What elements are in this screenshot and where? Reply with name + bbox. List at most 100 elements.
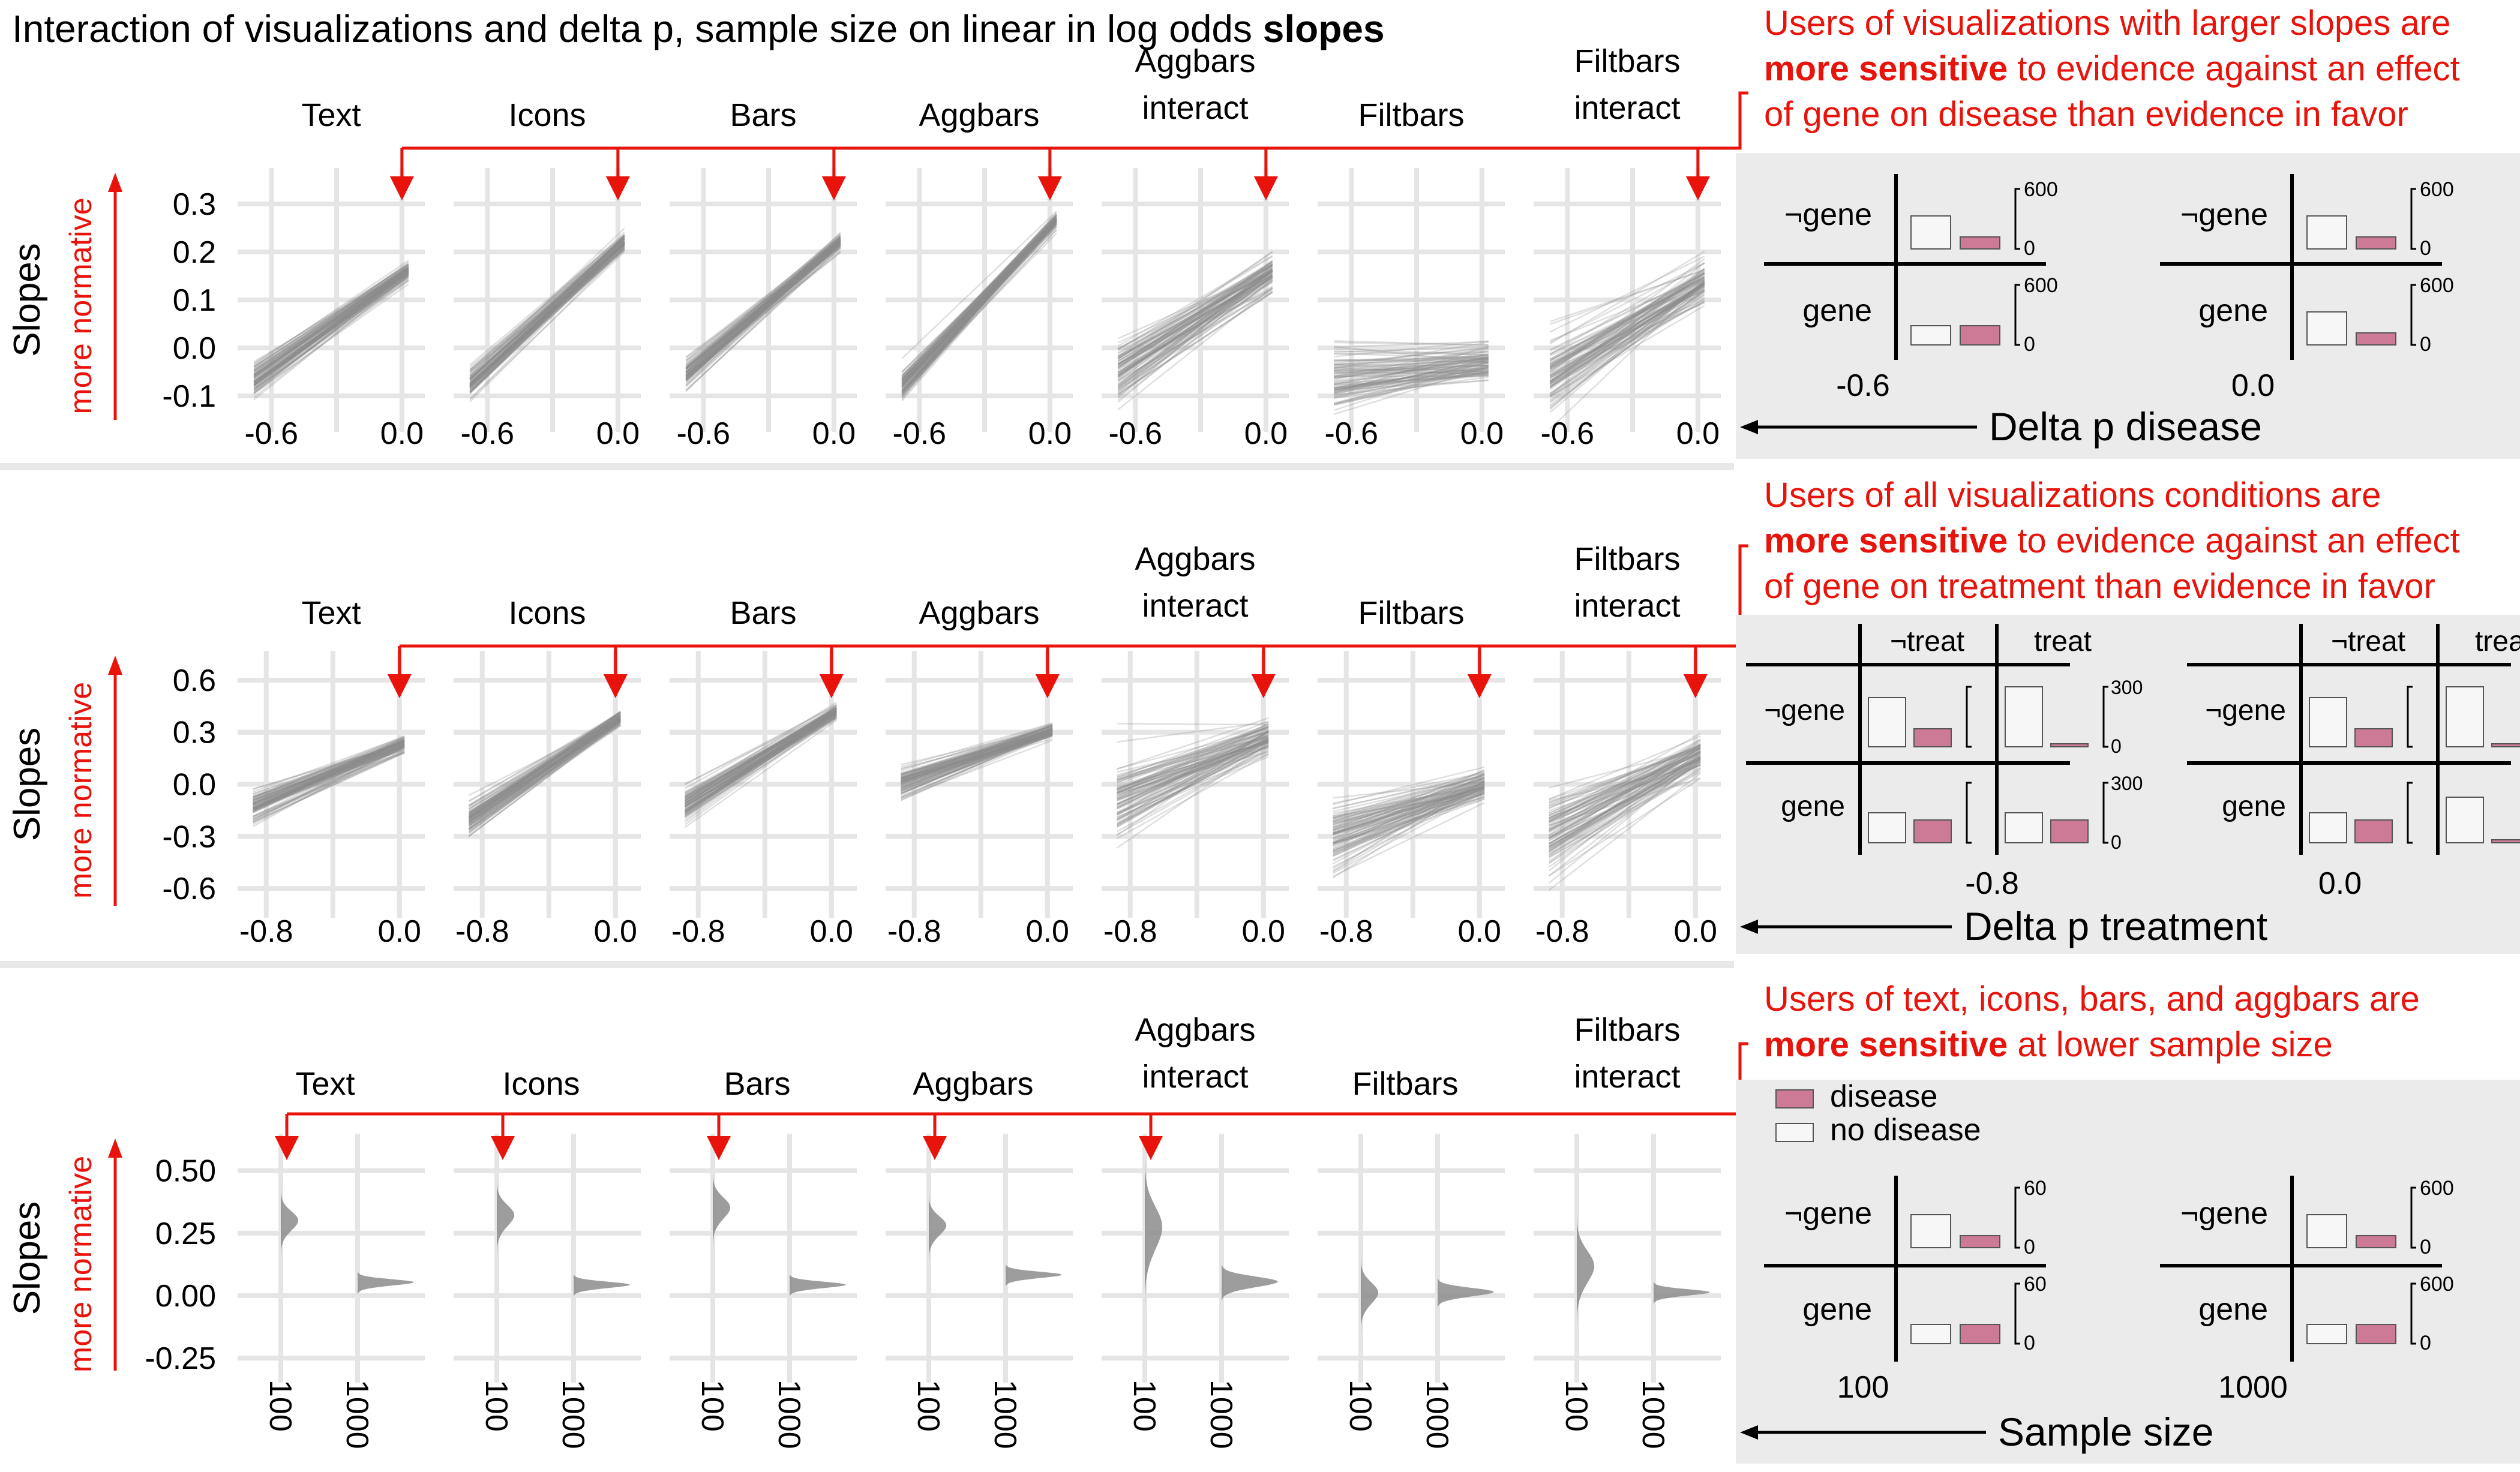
x-tick-label: 1000	[340, 1380, 374, 1449]
posterior-line	[1117, 729, 1269, 790]
posterior-line	[1117, 756, 1269, 820]
x-tick-label: 100	[1559, 1380, 1594, 1432]
posterior-line	[685, 239, 841, 378]
posterior-line	[1333, 783, 1485, 822]
posterior-line	[901, 216, 1057, 378]
posterior-line	[901, 722, 1053, 771]
posterior-line	[901, 219, 1057, 380]
posterior-line	[1549, 743, 1701, 809]
posterior-line	[685, 244, 841, 366]
posterior-line	[1549, 268, 1705, 372]
posterior-line	[684, 708, 837, 785]
posterior-line	[1117, 292, 1273, 395]
posterior-line	[468, 719, 621, 812]
posterior-line	[1549, 268, 1705, 395]
posterior-line	[684, 712, 837, 813]
posterior-line	[901, 729, 1053, 774]
posterior-line	[1548, 756, 1701, 848]
posterior-line	[901, 724, 1053, 779]
posterior-line	[1549, 747, 1701, 789]
posterior-line	[253, 275, 409, 401]
posterior-line	[468, 720, 621, 827]
posterior-line	[684, 715, 837, 806]
bar-no-disease	[2306, 311, 2347, 346]
example-tick-label: 0.0	[2231, 368, 2275, 403]
x-tick-label: -0.6	[1108, 416, 1162, 451]
posterior-line	[1117, 269, 1273, 358]
posterior-line	[1117, 289, 1273, 382]
posterior-line	[253, 269, 409, 387]
y-tick-label: -0.1	[162, 379, 216, 414]
annotation-arrow-head	[1035, 674, 1060, 698]
posterior-line	[901, 223, 1057, 384]
posterior-line	[469, 235, 625, 389]
posterior-line	[1334, 357, 1489, 365]
posterior-line	[469, 243, 625, 372]
posterior-line	[1333, 788, 1485, 845]
posterior-line	[469, 240, 625, 385]
posterior-line	[1549, 279, 1705, 382]
posterior-line	[1332, 791, 1485, 874]
density-violin	[1654, 1282, 1710, 1305]
bar-scale-axis	[2410, 1282, 2416, 1345]
posterior-line	[1117, 731, 1269, 801]
posterior-line	[684, 713, 837, 809]
posterior-line	[1549, 269, 1705, 323]
posterior-line	[1548, 753, 1701, 848]
posterior-line	[1333, 786, 1485, 820]
posterior-line	[684, 711, 837, 804]
posterior-line	[1334, 362, 1489, 379]
posterior-line	[1548, 751, 1701, 836]
posterior-line	[1334, 358, 1489, 369]
posterior-line	[1548, 746, 1701, 853]
posterior-line	[1333, 367, 1489, 406]
posterior-line	[1117, 276, 1273, 390]
posterior-line	[1548, 760, 1701, 845]
posterior-line	[468, 714, 621, 830]
annotation-arrow-head	[923, 1136, 947, 1160]
x-tick-label: 1000	[772, 1380, 806, 1449]
posterior-line	[1334, 359, 1489, 363]
y-axis-label: Slopes	[7, 1201, 48, 1315]
posterior-line	[1116, 729, 1269, 836]
posterior-line	[1117, 723, 1269, 791]
posterior-line	[901, 732, 1053, 782]
posterior-line	[1549, 277, 1705, 365]
posterior-line	[253, 738, 405, 809]
posterior-line	[685, 238, 841, 376]
posterior-line	[1333, 777, 1485, 826]
posterior-line	[1333, 773, 1485, 826]
posterior-line	[1549, 756, 1701, 831]
bar-scale-min: 0	[2024, 237, 2035, 260]
posterior-line	[468, 720, 621, 824]
posterior-line	[684, 706, 837, 800]
posterior-line	[1548, 743, 1701, 822]
posterior-line	[468, 713, 621, 807]
posterior-line	[1549, 262, 1705, 355]
posterior-line	[1548, 746, 1701, 851]
posterior-line	[1333, 766, 1485, 806]
posterior-line	[1549, 262, 1705, 385]
posterior-line	[253, 273, 409, 387]
posterior-line	[1117, 251, 1273, 360]
annotation-text: Users of visualizations with larger slop…	[1764, 4, 2450, 43]
bar-disease	[1913, 728, 1952, 747]
facet-bars: Bars-0.8 0.0	[670, 595, 857, 949]
facet-background	[1534, 1134, 1721, 1383]
posterior-line	[1333, 356, 1489, 391]
posterior-line	[468, 722, 621, 827]
posterior-line	[685, 240, 841, 372]
posterior-line	[468, 720, 621, 818]
posterior-line	[253, 740, 405, 812]
posterior-line	[1549, 262, 1705, 343]
posterior-line	[1334, 367, 1489, 392]
posterior-line	[901, 732, 1053, 782]
bar-disease	[2050, 819, 2089, 843]
posterior-line	[253, 736, 405, 793]
y-tick-label: 0.1	[173, 283, 216, 318]
posterior-line	[684, 701, 837, 797]
posterior-line	[1549, 744, 1701, 815]
x-tick-label: 0.0	[812, 416, 856, 451]
posterior-line	[468, 723, 621, 829]
posterior-line	[468, 711, 621, 820]
